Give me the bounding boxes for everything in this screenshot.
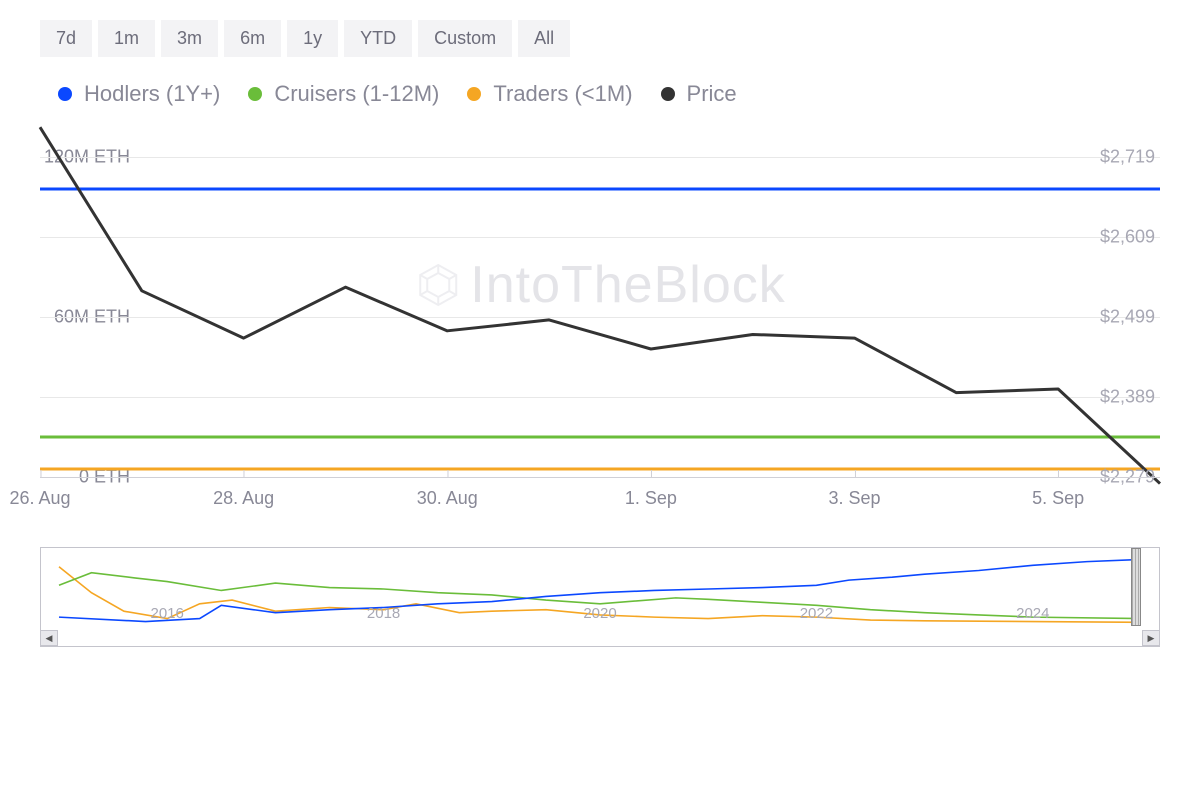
legend-item[interactable]: Cruisers (1-12M) <box>248 81 439 107</box>
time-range-button-6m[interactable]: 6m <box>224 20 281 57</box>
x-tick: 30. Aug <box>417 478 478 509</box>
x-tick-label: 26. Aug <box>9 478 70 509</box>
chart-lines <box>40 157 1160 477</box>
legend-dot-icon <box>467 87 481 101</box>
x-tick-label: 28. Aug <box>213 478 274 509</box>
overview-year-label: 2018 <box>367 605 400 622</box>
overview-year-label: 2024 <box>1016 605 1049 622</box>
time-range-button-ytd[interactable]: YTD <box>344 20 412 57</box>
x-tick-label: 3. Sep <box>829 478 881 509</box>
legend-dot-icon <box>248 87 262 101</box>
overview-year-label: 2020 <box>583 605 616 622</box>
x-tick-label: 5. Sep <box>1032 478 1084 509</box>
time-range-button-3m[interactable]: 3m <box>161 20 218 57</box>
overview-scroll-right-button[interactable]: ▶ <box>1142 630 1160 646</box>
main-chart: 120M ETH60M ETH0 ETH IntoTheBlock $2,719… <box>40 157 1160 517</box>
overview-plot-area: 2016 2018 2020 2022 2024 <box>59 552 1141 626</box>
legend-dot-icon <box>58 87 72 101</box>
time-range-selector: 7d1m3m6m1yYTDCustomAll <box>40 20 1160 57</box>
overview-year-label: 2022 <box>800 605 833 622</box>
x-tick: 26. Aug <box>9 478 70 509</box>
chart-legend: Hodlers (1Y+) Cruisers (1-12M) Traders (<1… <box>40 81 1160 107</box>
y-axis-right: $2,719$2,609$2,499$2,389$2,279 <box>1090 157 1160 477</box>
legend-item[interactable]: Traders (<1M) <box>467 81 632 107</box>
y-right-tick-label: $2,719 <box>1100 147 1155 168</box>
legend-label: Cruisers (1-12M) <box>274 81 439 107</box>
x-tick-label: 1. Sep <box>625 478 677 509</box>
time-range-button-1m[interactable]: 1m <box>98 20 155 57</box>
x-tick-label: 30. Aug <box>417 478 478 509</box>
x-tick: 3. Sep <box>829 478 881 509</box>
overview-chart[interactable]: ◀ 2016 2018 2020 2022 2024 ▶ <box>40 547 1160 647</box>
overview-range-handle[interactable] <box>1131 548 1141 626</box>
time-range-button-1y[interactable]: 1y <box>287 20 338 57</box>
time-range-button-custom[interactable]: Custom <box>418 20 512 57</box>
time-range-button-7d[interactable]: 7d <box>40 20 92 57</box>
y-right-tick-label: $2,499 <box>1100 307 1155 328</box>
x-axis: 26. Aug28. Aug30. Aug1. Sep3. Sep5. Sep <box>40 477 1160 517</box>
legend-label: Price <box>687 81 737 107</box>
x-tick: 1. Sep <box>625 478 677 509</box>
y-right-tick-label: $2,389 <box>1100 387 1155 408</box>
y-right-tick-label: $2,609 <box>1100 227 1155 248</box>
overview-year-label: 2016 <box>151 605 184 622</box>
x-tick: 28. Aug <box>213 478 274 509</box>
legend-label: Hodlers (1Y+) <box>84 81 220 107</box>
legend-label: Traders (<1M) <box>493 81 632 107</box>
overview-scroll-left-button[interactable]: ◀ <box>40 630 58 646</box>
legend-dot-icon <box>661 87 675 101</box>
chart-container: 7d1m3m6m1yYTDCustomAll Hodlers (1Y+) Crui… <box>0 0 1200 800</box>
plot-area: IntoTheBlock <box>40 157 1160 477</box>
legend-item[interactable]: Hodlers (1Y+) <box>58 81 220 107</box>
time-range-button-all[interactable]: All <box>518 20 570 57</box>
x-tick: 5. Sep <box>1032 478 1084 509</box>
legend-item[interactable]: Price <box>661 81 737 107</box>
